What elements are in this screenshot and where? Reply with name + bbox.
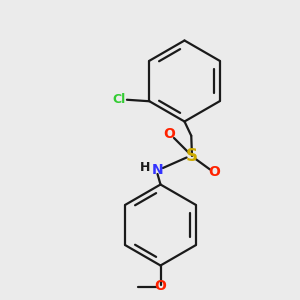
Text: Cl: Cl xyxy=(113,93,126,106)
Text: H: H xyxy=(140,160,151,174)
Text: O: O xyxy=(208,166,220,179)
Text: O: O xyxy=(164,127,175,140)
Text: O: O xyxy=(154,280,166,293)
Text: S: S xyxy=(186,147,198,165)
Text: N: N xyxy=(152,163,163,176)
